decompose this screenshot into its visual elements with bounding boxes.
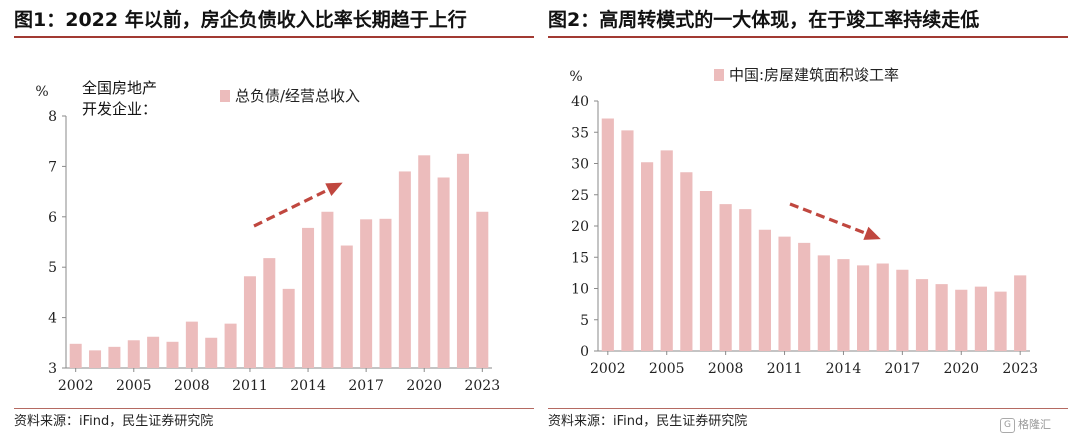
right-bar-2011 <box>778 236 791 351</box>
watermark-text: 格隆汇 <box>1018 418 1051 431</box>
right-bar-2007 <box>699 191 713 351</box>
left-y-tick-label: 6 <box>48 210 57 226</box>
left-legend-swatch <box>220 90 230 102</box>
right-bar-2015 <box>857 265 870 351</box>
right-bar-2006 <box>680 172 693 351</box>
left-x-tick-label: 2002 <box>58 378 94 394</box>
right-bar-2022 <box>994 291 1007 351</box>
right-bar-2002 <box>601 118 614 351</box>
left-bar-2009 <box>205 337 218 368</box>
watermark-logo: G 格隆汇 <box>1000 415 1051 435</box>
right-y-tick-label: 15 <box>571 250 589 266</box>
left-bar-2021 <box>437 177 450 368</box>
right-x-tick-label: 2005 <box>649 361 685 377</box>
right-bar-2008 <box>719 204 732 351</box>
right-x-tick-label: 2017 <box>885 361 921 377</box>
right-y-tick-label: 30 <box>571 157 589 173</box>
left-figure-panel: 图1：2022 年以前，房企负债收入比率长期趋于上行 3 4 5 6 7 8% 2002 20… <box>14 0 534 440</box>
right-bar-2018 <box>915 279 929 351</box>
left-bar-2020 <box>418 155 431 368</box>
right-legend-swatch <box>714 69 724 81</box>
right-bar-2023 <box>1014 275 1027 351</box>
right-x-tick-label: 2008 <box>708 361 744 377</box>
right-bar-2012 <box>798 242 811 351</box>
left-y-tick-label: 5 <box>48 260 57 276</box>
left-x-tick-label: 2020 <box>406 378 442 394</box>
left-x-tick-label: 2017 <box>348 378 384 394</box>
left-x-tick-label: 2008 <box>174 378 210 394</box>
left-bar-2014 <box>302 227 315 368</box>
right-x-tick-label: 2002 <box>590 361 626 377</box>
right-bar-2016 <box>876 263 889 351</box>
left-x-tick-label: 2014 <box>290 378 326 394</box>
right-figure-source: 资料来源：iFind，民生证券研究院 <box>548 408 1068 435</box>
right-x-tick-label: 2023 <box>1002 361 1038 377</box>
left-legend-label: 总负债/经营总收入 <box>235 87 360 105</box>
right-y-tick-label: 25 <box>571 188 589 204</box>
left-bar-2018 <box>379 218 392 368</box>
left-bar-2008 <box>185 321 198 368</box>
right-bar-2013 <box>817 255 830 351</box>
right-figure-panel: 图2：高周转模式的一大体现，在于竣工率持续走低 0 5 10 15 20 25 30 35 40… <box>548 0 1068 440</box>
right-trend-arrow-head <box>863 226 881 240</box>
left-bar-2011 <box>243 276 256 368</box>
right-bar-2004 <box>641 162 654 351</box>
right-bar-2020 <box>955 289 968 351</box>
right-bar-2010 <box>758 229 771 351</box>
right-bar-2005 <box>660 150 673 351</box>
left-bar-2010 <box>224 323 237 368</box>
left-x-tick-label: 2023 <box>464 378 500 394</box>
right-figure-title: 图2：高周转模式的一大体现，在于竣工率持续走低 <box>548 4 1068 38</box>
right-y-tick-label: 20 <box>571 219 589 235</box>
left-annotation-line: 开发企业： <box>82 100 157 118</box>
left-bar-2015 <box>321 211 334 368</box>
right-bar-chart: 0 5 10 15 20 25 30 35 40% 2002 2005 2008 2011 2014 201… <box>569 66 1038 377</box>
right-trend-arrow-line <box>789 202 879 240</box>
right-y-tick-label: 0 <box>580 344 589 360</box>
left-bar-2007 <box>166 341 179 368</box>
left-bar-2005 <box>127 340 140 368</box>
right-y-tick-label: 10 <box>571 282 589 298</box>
right-legend-label: 中国:房屋建筑面积竣工率 <box>729 66 899 84</box>
left-trend-arrow-head <box>325 182 343 196</box>
left-bar-2002 <box>69 343 82 368</box>
left-bar-2016 <box>340 245 353 368</box>
left-bar-2017 <box>360 219 373 368</box>
logo-icon: G <box>1000 417 1015 433</box>
left-unit-label: % <box>35 84 48 100</box>
left-bar-2019 <box>398 171 411 368</box>
left-annotation-line: 全国房地产 <box>82 79 157 97</box>
right-y-tick-label: 5 <box>580 313 589 329</box>
left-bar-2003 <box>89 350 102 368</box>
right-bar-2014 <box>837 259 850 351</box>
left-bar-2004 <box>108 346 121 368</box>
left-bar-2013 <box>282 288 295 368</box>
left-bar-2022 <box>456 153 469 368</box>
right-bar-2003 <box>621 130 634 351</box>
left-x-tick-label: 2005 <box>116 378 152 394</box>
right-bar-2017 <box>896 269 909 351</box>
left-bar-2006 <box>147 336 160 368</box>
right-bar-2019 <box>935 284 948 351</box>
right-x-tick-label: 2014 <box>826 361 862 377</box>
right-bar-2009 <box>739 209 752 351</box>
left-y-tick-label: 3 <box>48 361 57 377</box>
left-y-tick-label: 4 <box>48 311 57 327</box>
right-unit-label: % <box>569 69 582 85</box>
left-y-tick-label: 7 <box>48 159 57 175</box>
left-y-tick-label: 8 <box>48 109 57 125</box>
left-x-tick-label: 2011 <box>232 378 268 394</box>
right-y-tick-label: 40 <box>571 94 589 110</box>
left-bar-2012 <box>263 258 276 368</box>
right-y-tick-label: 35 <box>571 125 589 141</box>
left-figure-title: 图1：2022 年以前，房企负债收入比率长期趋于上行 <box>14 4 534 38</box>
left-bar-chart: 3 4 5 6 7 8% 2002 2005 2008 2011 2014 2017 2020 2023 总… <box>35 79 500 394</box>
right-bar-2021 <box>974 286 987 351</box>
left-bar-2023 <box>476 211 489 368</box>
right-x-tick-label: 2011 <box>767 361 803 377</box>
right-x-tick-label: 2020 <box>943 361 979 377</box>
left-figure-source: 资料来源：iFind，民生证券研究院 <box>14 408 534 435</box>
left-trend-arrow-line <box>253 182 341 228</box>
